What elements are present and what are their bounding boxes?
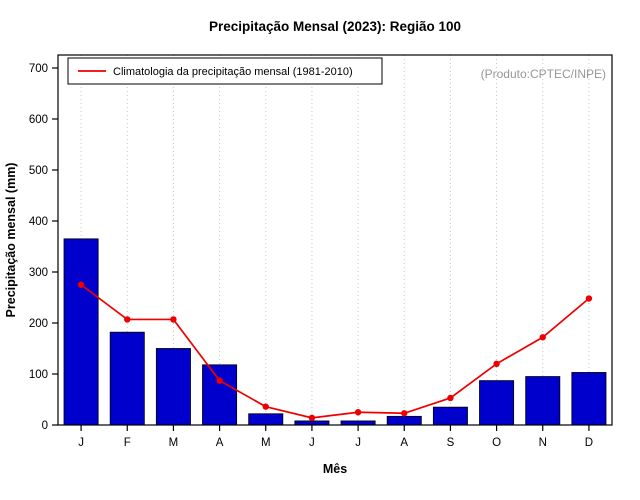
y-tick-label: 0 bbox=[42, 420, 48, 432]
bar bbox=[248, 413, 284, 426]
bar bbox=[109, 331, 145, 426]
y-tick-label: 400 bbox=[29, 216, 48, 228]
y-tick-label: 300 bbox=[29, 267, 48, 279]
climatology-point bbox=[170, 316, 177, 323]
bar bbox=[294, 420, 330, 426]
x-tick-label: O bbox=[492, 437, 501, 449]
bar bbox=[432, 406, 468, 426]
climatology-point bbox=[308, 414, 316, 422]
x-tick-label: A bbox=[400, 437, 408, 449]
climatology-point bbox=[539, 334, 546, 341]
y-tick-label: 200 bbox=[29, 318, 48, 330]
legend-box bbox=[67, 57, 383, 85]
x-tick-label: J bbox=[355, 437, 361, 449]
y-tick-label: 600 bbox=[29, 114, 48, 126]
climatology-point bbox=[354, 409, 362, 416]
y-axis-label: Precipitação mensal (mm) bbox=[4, 163, 18, 318]
y-tick-label: 100 bbox=[29, 369, 48, 381]
bar bbox=[340, 420, 376, 426]
x-tick-label: M bbox=[169, 437, 179, 449]
plot-border bbox=[57, 54, 613, 426]
x-tick-label: A bbox=[216, 437, 224, 449]
bar bbox=[525, 376, 561, 426]
bar bbox=[479, 380, 515, 426]
plot-area: 0 100 200 300 400 500 600 700 J F M A M J J A S O N D Climat… bbox=[29, 54, 613, 449]
x-tick-label: J bbox=[309, 437, 315, 449]
climatology-point bbox=[401, 410, 408, 417]
product-watermark: (Produto:CPTEC/INPE) bbox=[481, 67, 606, 81]
x-tick-label: M bbox=[261, 437, 271, 449]
x-tick-label: F bbox=[124, 437, 131, 449]
climatology-line bbox=[80, 284, 590, 419]
x-tick-label: J bbox=[78, 437, 84, 449]
bar bbox=[63, 238, 99, 426]
x-tick-label: N bbox=[539, 437, 547, 449]
climatology-point bbox=[216, 377, 223, 384]
climatology-point bbox=[447, 394, 454, 402]
climatology-point bbox=[493, 360, 500, 367]
climatology-point bbox=[262, 403, 269, 410]
bar bbox=[571, 372, 607, 426]
y-tick-label: 700 bbox=[29, 63, 48, 75]
climatology-point bbox=[585, 295, 593, 302]
climatology-point bbox=[124, 316, 131, 323]
x-tick-label: D bbox=[585, 437, 593, 449]
legend-label: Climatologia da precipitação mensal (198… bbox=[113, 66, 353, 78]
chart-title: Precipitação Mensal (2023): Região 100 bbox=[209, 19, 461, 34]
bar bbox=[386, 415, 422, 426]
climatology-point bbox=[77, 281, 85, 288]
bar bbox=[155, 348, 191, 426]
x-tick-label: S bbox=[447, 437, 455, 449]
bar bbox=[202, 364, 238, 426]
y-tick-label: 500 bbox=[29, 165, 48, 177]
x-axis-label: Mês bbox=[323, 462, 347, 476]
